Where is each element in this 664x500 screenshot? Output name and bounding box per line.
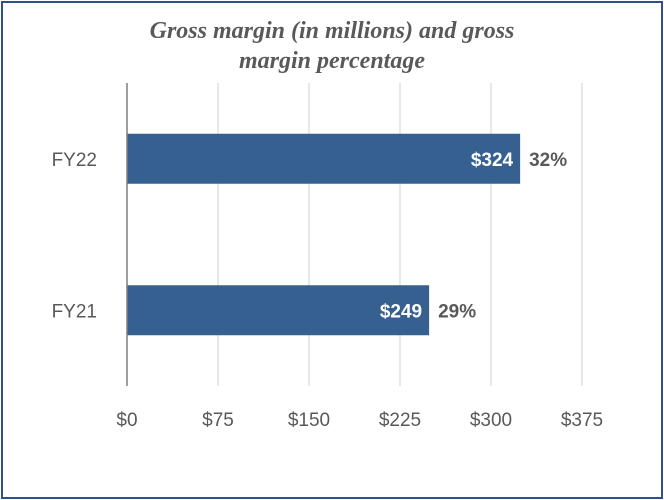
x-tick-label: $75 [202,410,234,431]
data-label-value: $249 [380,301,422,322]
x-tick-label: $150 [288,410,330,431]
category-label: FY22 [52,150,97,171]
x-tick-label: $0 [116,410,137,431]
x-tick-label: $225 [379,410,421,431]
category-label: FY21 [52,301,97,322]
x-tick-label: $300 [470,410,512,431]
bar-fy22 [127,133,521,184]
x-tick-label: $375 [561,410,603,431]
data-label-percent: 32% [529,150,567,171]
bar-fy21 [127,285,430,336]
chart-title: Gross margin (in millions) and gross mar… [0,16,664,76]
data-label-percent: 29% [438,301,476,322]
data-label-value: $324 [471,150,514,171]
chart-title-line-1: Gross margin (in millions) and gross [149,18,515,44]
chart-title-line-2: margin percentage [239,48,425,74]
